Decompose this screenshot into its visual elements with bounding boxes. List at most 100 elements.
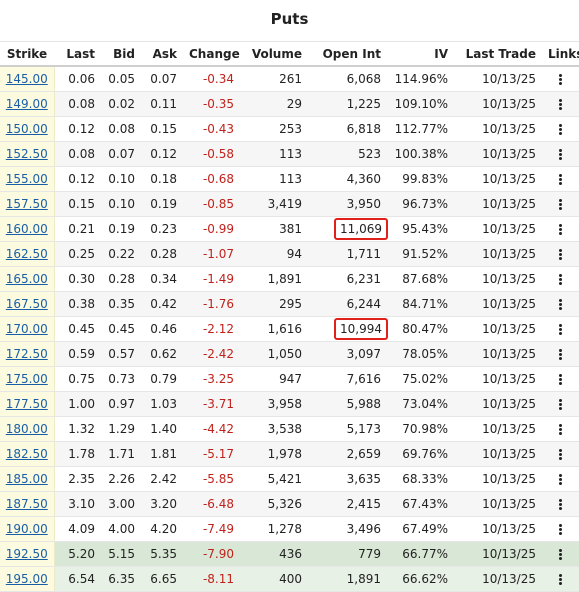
table-row: 187.50 3.10 3.00 3.20 -6.48 5,326 2,415 67.43% 1… (0, 491, 579, 517)
strike-link[interactable]: 149.00 (5, 97, 48, 111)
strike-link[interactable]: 167.50 (5, 297, 48, 311)
links-cell (542, 441, 579, 467)
col-header-last[interactable]: Last (54, 42, 101, 67)
change-cell: -6.48 (183, 491, 240, 517)
more-vertical-icon[interactable] (559, 273, 563, 286)
ask-cell: 3.20 (141, 491, 183, 517)
col-header-bid[interactable]: Bid (101, 42, 141, 67)
strike-link[interactable]: 192.50 (5, 547, 48, 561)
links-cell (542, 566, 579, 592)
col-header-change[interactable]: Change (183, 42, 240, 67)
table-row: 175.00 0.75 0.73 0.79 -3.25 947 7,616 75.02% 10/… (0, 366, 579, 392)
strike-link[interactable]: 157.50 (5, 197, 48, 211)
strike-link[interactable]: 152.50 (5, 147, 48, 161)
volume-cell: 5,326 (240, 491, 308, 517)
open-int-cell: 2,659 (308, 441, 387, 467)
open-int-cell: 779 (308, 541, 387, 567)
more-vertical-icon[interactable] (559, 123, 563, 136)
ask-cell: 0.15 (141, 116, 183, 142)
more-vertical-icon[interactable] (559, 323, 563, 336)
more-vertical-icon[interactable] (559, 98, 563, 111)
more-vertical-icon[interactable] (559, 223, 563, 236)
change-cell: -0.85 (183, 191, 240, 217)
more-vertical-icon[interactable] (559, 198, 563, 211)
table-row: 149.00 0.08 0.02 0.11 -0.35 29 1,225 109.10% 10/… (0, 91, 579, 117)
more-vertical-icon[interactable] (559, 373, 563, 386)
last-trade-cell: 10/13/25 (454, 116, 542, 142)
col-header-volume[interactable]: Volume (240, 42, 308, 67)
strike-link[interactable]: 170.00 (5, 322, 48, 336)
open-int-cell: 1,891 (308, 566, 387, 592)
strike-link[interactable]: 165.00 (5, 272, 48, 286)
strike-link[interactable]: 150.00 (5, 122, 48, 136)
last-cell: 0.12 (54, 116, 101, 142)
strike-link[interactable]: 187.50 (5, 497, 48, 511)
strike-link[interactable]: 177.50 (5, 397, 48, 411)
iv-cell: 109.10% (387, 91, 454, 117)
col-header-strike[interactable]: Strike (0, 42, 54, 67)
more-vertical-icon[interactable] (559, 523, 563, 536)
col-header-last-trade[interactable]: Last Trade (454, 42, 542, 67)
more-vertical-icon[interactable] (559, 173, 563, 186)
more-vertical-icon[interactable] (559, 573, 563, 586)
last-cell: 1.32 (54, 416, 101, 442)
more-vertical-icon[interactable] (559, 448, 563, 461)
links-cell (542, 141, 579, 167)
more-vertical-icon[interactable] (559, 248, 563, 261)
last-cell: 1.00 (54, 391, 101, 417)
last-cell: 5.20 (54, 541, 101, 567)
more-vertical-icon[interactable] (559, 298, 563, 311)
more-vertical-icon[interactable] (559, 348, 563, 361)
open-int-cell: 3,635 (308, 466, 387, 492)
strike-cell: 177.50 (0, 391, 55, 417)
last-cell: 0.30 (54, 266, 101, 292)
last-cell: 0.21 (54, 216, 101, 242)
strike-cell: 170.00 (0, 316, 55, 342)
col-header-ask[interactable]: Ask (141, 42, 183, 67)
table-row: 165.00 0.30 0.28 0.34 -1.49 1,891 6,231 87.68% 1… (0, 266, 579, 292)
strike-cell: 192.50 (0, 541, 55, 567)
bid-cell: 5.15 (101, 541, 141, 567)
last-cell: 1.78 (54, 441, 101, 467)
links-cell (542, 316, 579, 342)
more-vertical-icon[interactable] (559, 498, 563, 511)
bid-cell: 0.22 (101, 241, 141, 267)
change-cell: -1.49 (183, 266, 240, 292)
open-int-cell: 3,097 (308, 341, 387, 367)
bid-cell: 0.10 (101, 191, 141, 217)
strike-link[interactable]: 145.00 (5, 72, 48, 86)
strike-link[interactable]: 185.00 (5, 472, 48, 486)
strike-link[interactable]: 162.50 (5, 247, 48, 261)
col-header-iv[interactable]: IV (387, 42, 454, 67)
strike-cell: 180.00 (0, 416, 55, 442)
ask-cell: 0.23 (141, 216, 183, 242)
more-vertical-icon[interactable] (559, 473, 563, 486)
more-vertical-icon[interactable] (559, 73, 563, 86)
iv-cell: 66.77% (387, 541, 454, 567)
strike-link[interactable]: 160.00 (5, 222, 48, 236)
links-cell (542, 241, 579, 267)
iv-cell: 99.83% (387, 166, 454, 192)
more-vertical-icon[interactable] (559, 398, 563, 411)
table-row: 167.50 0.38 0.35 0.42 -1.76 295 6,244 84.71% 10/… (0, 291, 579, 317)
more-vertical-icon[interactable] (559, 548, 563, 561)
volume-cell: 436 (240, 541, 308, 567)
strike-link[interactable]: 155.00 (5, 172, 48, 186)
last-trade-cell: 10/13/25 (454, 391, 542, 417)
open-int-cell: 6,068 (308, 66, 387, 92)
strike-link[interactable]: 175.00 (5, 372, 48, 386)
last-trade-cell: 10/13/25 (454, 516, 542, 542)
bid-cell: 1.29 (101, 416, 141, 442)
strike-link[interactable]: 195.00 (5, 572, 48, 586)
strike-link[interactable]: 182.50 (5, 447, 48, 461)
volume-cell: 3,958 (240, 391, 308, 417)
more-vertical-icon[interactable] (559, 423, 563, 436)
strike-link[interactable]: 172.50 (5, 347, 48, 361)
open-int-cell: 6,244 (308, 291, 387, 317)
col-header-open-int[interactable]: Open Int (308, 42, 387, 67)
strike-link[interactable]: 180.00 (5, 422, 48, 436)
bid-cell: 0.08 (101, 116, 141, 142)
more-vertical-icon[interactable] (559, 148, 563, 161)
last-cell: 0.75 (54, 366, 101, 392)
strike-link[interactable]: 190.00 (5, 522, 48, 536)
